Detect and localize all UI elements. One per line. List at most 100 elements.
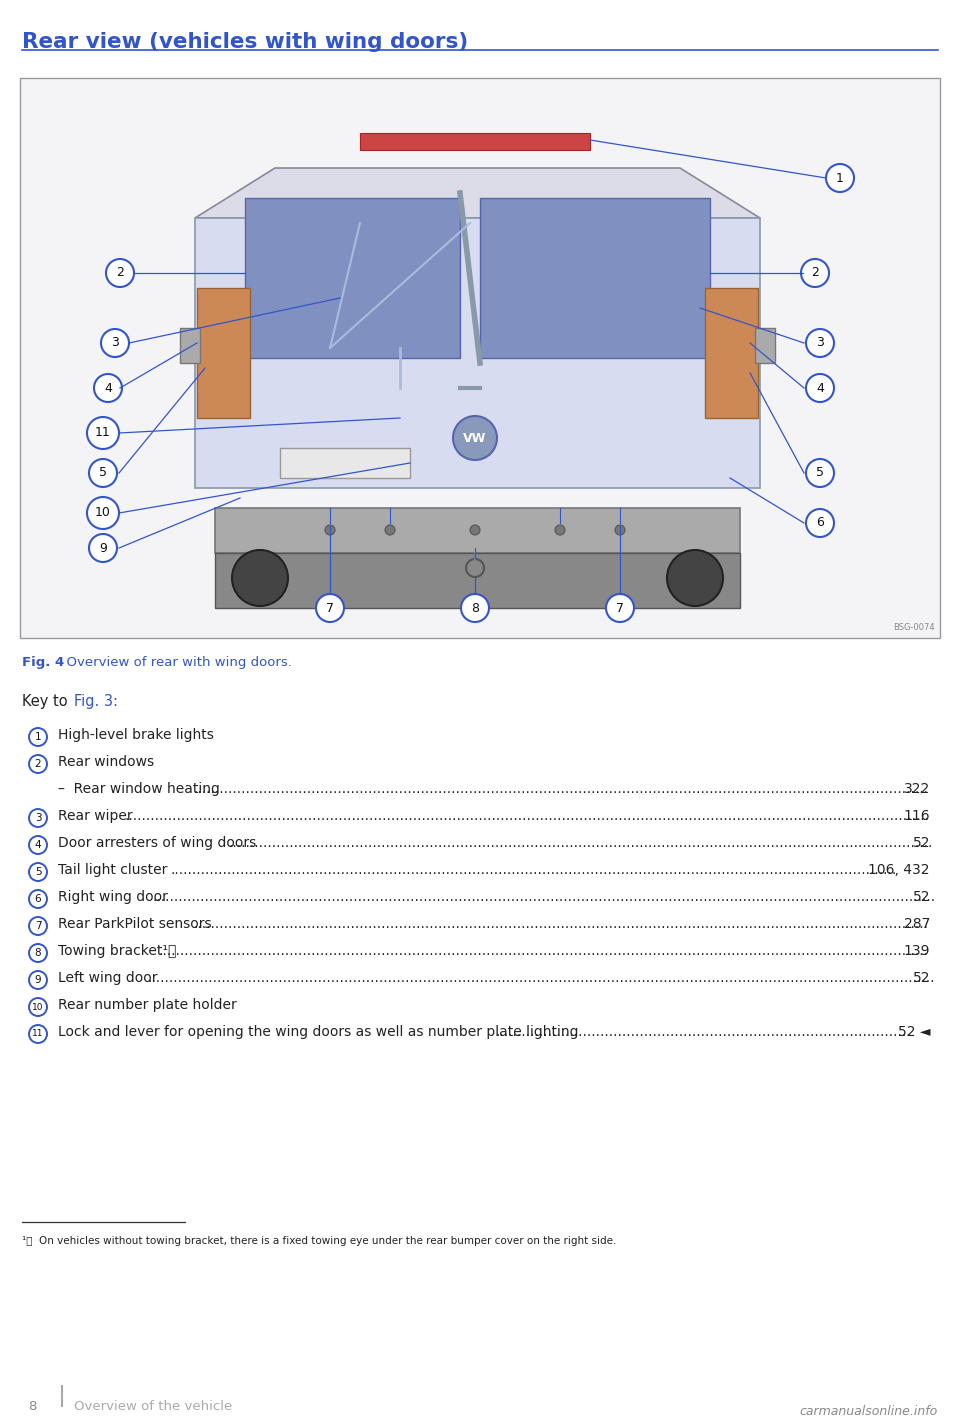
Text: Towing bracket¹⧠: Towing bracket¹⧠ — [58, 944, 177, 958]
Text: BSG-0074: BSG-0074 — [894, 623, 935, 633]
Circle shape — [29, 810, 47, 827]
Text: ................................................................................: ........................................… — [124, 810, 929, 823]
Text: 2: 2 — [116, 267, 124, 280]
Text: 3: 3 — [816, 337, 824, 350]
Text: Tail light cluster: Tail light cluster — [58, 863, 167, 877]
Text: Door arresters of wing doors: Door arresters of wing doors — [58, 835, 256, 850]
Circle shape — [29, 917, 47, 935]
Circle shape — [606, 594, 634, 623]
Text: ................................................................................: ........................................… — [194, 917, 928, 931]
FancyBboxPatch shape — [197, 288, 250, 418]
Circle shape — [29, 728, 47, 745]
Text: Key to: Key to — [22, 694, 72, 708]
FancyBboxPatch shape — [755, 328, 775, 363]
Text: 2: 2 — [811, 267, 819, 280]
Text: 106, 432: 106, 432 — [869, 863, 930, 877]
Text: Fig. 4: Fig. 4 — [22, 655, 64, 668]
Text: Rear ParkPilot sensors: Rear ParkPilot sensors — [58, 917, 211, 931]
Text: ................................................................................: ........................................… — [228, 835, 933, 850]
Text: 52: 52 — [913, 971, 930, 985]
Circle shape — [806, 458, 834, 487]
Circle shape — [826, 164, 854, 191]
Text: 4: 4 — [816, 381, 824, 394]
FancyBboxPatch shape — [215, 553, 740, 608]
Text: Overview of the vehicle: Overview of the vehicle — [74, 1399, 232, 1412]
Circle shape — [470, 526, 480, 536]
Text: Rear view (vehicles with wing doors): Rear view (vehicles with wing doors) — [22, 31, 468, 51]
Text: Overview of rear with wing doors.: Overview of rear with wing doors. — [58, 655, 292, 668]
Circle shape — [806, 374, 834, 403]
Circle shape — [29, 1025, 47, 1042]
Circle shape — [667, 550, 723, 605]
Polygon shape — [195, 169, 760, 218]
FancyBboxPatch shape — [180, 328, 200, 363]
Circle shape — [29, 998, 47, 1015]
Text: 10: 10 — [95, 507, 111, 520]
Text: Fig. 3:: Fig. 3: — [74, 694, 118, 708]
Circle shape — [29, 971, 47, 990]
Text: 11: 11 — [33, 1030, 44, 1038]
Text: 3: 3 — [111, 337, 119, 350]
Text: 5: 5 — [35, 867, 41, 877]
Polygon shape — [195, 218, 760, 488]
Circle shape — [806, 508, 834, 537]
Text: 1: 1 — [35, 733, 41, 743]
Text: 322: 322 — [903, 783, 930, 795]
Text: ................................................................................: ........................................… — [170, 863, 897, 877]
Text: 2: 2 — [35, 760, 41, 770]
Text: VW: VW — [464, 431, 487, 444]
Text: 11: 11 — [95, 427, 110, 440]
Text: 7: 7 — [35, 921, 41, 931]
Text: 7: 7 — [326, 601, 334, 614]
Text: 9: 9 — [35, 975, 41, 985]
Text: –  Rear window heating: – Rear window heating — [58, 783, 220, 795]
FancyBboxPatch shape — [480, 198, 710, 358]
Text: 52: 52 — [913, 835, 930, 850]
Text: 8: 8 — [35, 948, 41, 958]
Circle shape — [29, 890, 47, 908]
Text: 5: 5 — [816, 467, 824, 480]
Text: Rear wiper: Rear wiper — [58, 810, 132, 823]
Text: 4: 4 — [104, 381, 112, 394]
Circle shape — [453, 416, 497, 460]
FancyBboxPatch shape — [215, 508, 740, 553]
Circle shape — [101, 328, 129, 357]
Circle shape — [87, 497, 119, 528]
Text: 6: 6 — [35, 894, 41, 904]
Text: ................................................................................: ........................................… — [147, 971, 935, 985]
Circle shape — [89, 534, 117, 563]
Circle shape — [232, 550, 288, 605]
Circle shape — [94, 374, 122, 403]
Text: ................................................................................: ........................................… — [158, 944, 928, 958]
Circle shape — [29, 863, 47, 881]
Text: ................................................................................: ........................................… — [495, 1025, 911, 1040]
Text: Rear number plate holder: Rear number plate holder — [58, 998, 237, 1012]
Text: 10: 10 — [33, 1002, 44, 1011]
Text: 5: 5 — [99, 467, 107, 480]
Circle shape — [87, 417, 119, 448]
Circle shape — [806, 328, 834, 357]
Text: 9: 9 — [99, 541, 107, 554]
FancyBboxPatch shape — [245, 198, 460, 358]
FancyBboxPatch shape — [20, 79, 940, 638]
FancyBboxPatch shape — [360, 133, 590, 150]
Circle shape — [89, 458, 117, 487]
Circle shape — [29, 944, 47, 962]
Circle shape — [615, 526, 625, 536]
Circle shape — [466, 558, 484, 577]
Text: 6: 6 — [816, 517, 824, 530]
Circle shape — [316, 594, 344, 623]
Text: 287: 287 — [903, 917, 930, 931]
Text: Right wing door: Right wing door — [58, 890, 168, 904]
Text: 1: 1 — [836, 171, 844, 184]
Text: ................................................................................: ........................................… — [153, 890, 936, 904]
Circle shape — [385, 526, 395, 536]
FancyBboxPatch shape — [705, 288, 758, 418]
Text: 7: 7 — [616, 601, 624, 614]
Text: High-level brake lights: High-level brake lights — [58, 728, 214, 743]
Text: ¹⧠  On vehicles without towing bracket, there is a fixed towing eye under the re: ¹⧠ On vehicles without towing bracket, t… — [22, 1237, 616, 1247]
Text: 116: 116 — [903, 810, 930, 823]
Circle shape — [29, 835, 47, 854]
Circle shape — [325, 526, 335, 536]
Text: Left wing door: Left wing door — [58, 971, 157, 985]
